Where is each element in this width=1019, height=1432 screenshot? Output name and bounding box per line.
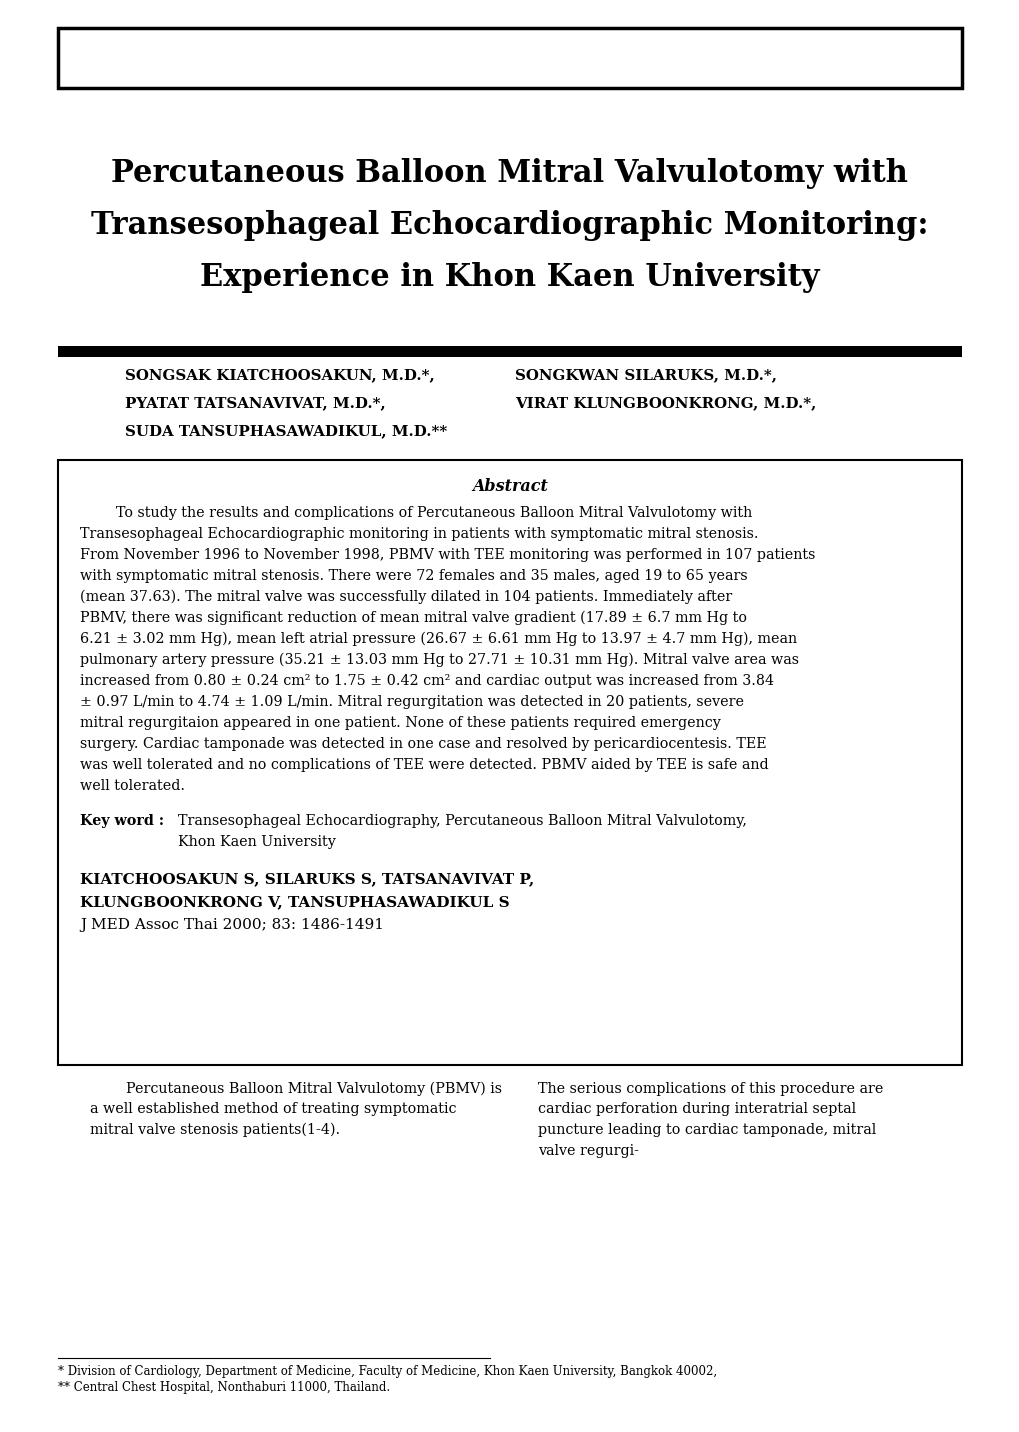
Bar <box>58 460 961 1065</box>
Text: SONGKWAN SILARUKS, M.D.*,: SONGKWAN SILARUKS, M.D.*, <box>515 368 776 382</box>
Text: 6.21 ± 3.02 mm Hg), mean left atrial pressure (26.67 ± 6.61 mm Hg to 13.97 ± 4.7: 6.21 ± 3.02 mm Hg), mean left atrial pre… <box>79 632 796 646</box>
Text: cardiac perforation during interatrial septal: cardiac perforation during interatrial s… <box>537 1103 855 1117</box>
Text: ± 0.97 L/min to 4.74 ± 1.09 L/min. Mitral regurgitation was detected in 20 patie: ± 0.97 L/min to 4.74 ± 1.09 L/min. Mitra… <box>79 695 743 709</box>
Text: PBMV, there was significant reduction of mean mitral valve gradient (17.89 ± 6.7: PBMV, there was significant reduction of… <box>79 611 746 626</box>
Text: valve regurgi-: valve regurgi- <box>537 1144 638 1157</box>
Text: VIRAT KLUNGBOONKRONG, M.D.*,: VIRAT KLUNGBOONKRONG, M.D.*, <box>515 397 815 410</box>
Text: Abstract: Abstract <box>472 478 547 495</box>
Text: well tolerated.: well tolerated. <box>79 779 184 793</box>
Text: Experience in Khon Kaen University: Experience in Khon Kaen University <box>200 262 819 294</box>
Text: pulmonary artery pressure (35.21 ± 13.03 mm Hg to 27.71 ± 10.31 mm Hg). Mitral v: pulmonary artery pressure (35.21 ± 13.03… <box>79 653 798 667</box>
Text: ** Central Chest Hospital, Nonthaburi 11000, Thailand.: ** Central Chest Hospital, Nonthaburi 11… <box>58 1380 389 1393</box>
Text: Khon Kaen University: Khon Kaen University <box>178 835 335 849</box>
Text: * Division of Cardiology, Department of Medicine, Faculty of Medicine, Khon Kaen: * Division of Cardiology, Department of … <box>58 1365 716 1378</box>
Text: To study the results and complications of Percutaneous Balloon Mitral Valvulotom: To study the results and complications o… <box>79 505 752 520</box>
Text: Key word :: Key word : <box>79 813 164 828</box>
Text: was well tolerated and no complications of TEE were detected. PBMV aided by TEE : was well tolerated and no complications … <box>79 758 768 772</box>
Text: Transesophageal Echocardiographic monitoring in patients with symptomatic mitral: Transesophageal Echocardiographic monito… <box>79 527 758 541</box>
Text: Percutaneous Balloon Mitral Valvulotomy (PBMV) is: Percutaneous Balloon Mitral Valvulotomy … <box>90 1083 501 1097</box>
Text: a well established method of treating symptomatic: a well established method of treating sy… <box>90 1103 457 1117</box>
Text: SONGSAK KIATCHOOSAKUN, M.D.*,: SONGSAK KIATCHOOSAKUN, M.D.*, <box>125 368 434 382</box>
Text: mitral regurgitaion appeared in one patient. None of these patients required eme: mitral regurgitaion appeared in one pati… <box>79 716 720 730</box>
Text: KIATCHOOSAKUN S, SILARUKS S, TATSANAVIVAT P,: KIATCHOOSAKUN S, SILARUKS S, TATSANAVIVA… <box>79 872 534 886</box>
Bar <box>58 347 961 357</box>
Text: The serious complications of this procedure are: The serious complications of this proced… <box>537 1083 882 1095</box>
Text: KLUNGBOONKRONG V, TANSUPHASAWADIKUL S: KLUNGBOONKRONG V, TANSUPHASAWADIKUL S <box>79 895 510 909</box>
Bar <box>58 29 961 87</box>
Text: Transesophageal Echocardiography, Percutaneous Balloon Mitral Valvulotomy,: Transesophageal Echocardiography, Percut… <box>178 813 746 828</box>
Text: surgery. Cardiac tamponade was detected in one case and resolved by pericardioce: surgery. Cardiac tamponade was detected … <box>79 737 766 750</box>
Text: mitral valve stenosis patients(1-4).: mitral valve stenosis patients(1-4). <box>90 1123 339 1137</box>
Text: (mean 37.63). The mitral valve was successfully dilated in 104 patients. Immedia: (mean 37.63). The mitral valve was succe… <box>79 590 732 604</box>
Text: with symptomatic mitral stenosis. There were 72 females and 35 males, aged 19 to: with symptomatic mitral stenosis. There … <box>79 569 747 583</box>
Text: puncture leading to cardiac tamponade, mitral: puncture leading to cardiac tamponade, m… <box>537 1123 875 1137</box>
Text: PYATAT TATSANAVIVAT, M.D.*,: PYATAT TATSANAVIVAT, M.D.*, <box>125 397 385 410</box>
Text: J MED Assoc Thai 2000; 83: 1486-1491: J MED Assoc Thai 2000; 83: 1486-1491 <box>79 918 383 932</box>
Text: Percutaneous Balloon Mitral Valvulotomy with: Percutaneous Balloon Mitral Valvulotomy … <box>111 158 908 189</box>
Text: Transesophageal Echocardiographic Monitoring:: Transesophageal Echocardiographic Monito… <box>91 211 928 241</box>
Text: increased from 0.80 ± 0.24 cm² to 1.75 ± 0.42 cm² and cardiac output was increas: increased from 0.80 ± 0.24 cm² to 1.75 ±… <box>79 674 773 687</box>
Text: From November 1996 to November 1998, PBMV with TEE monitoring was performed in 1: From November 1996 to November 1998, PBM… <box>79 548 814 561</box>
Text: SUDA TANSUPHASAWADIKUL, M.D.**: SUDA TANSUPHASAWADIKUL, M.D.** <box>125 424 446 438</box>
